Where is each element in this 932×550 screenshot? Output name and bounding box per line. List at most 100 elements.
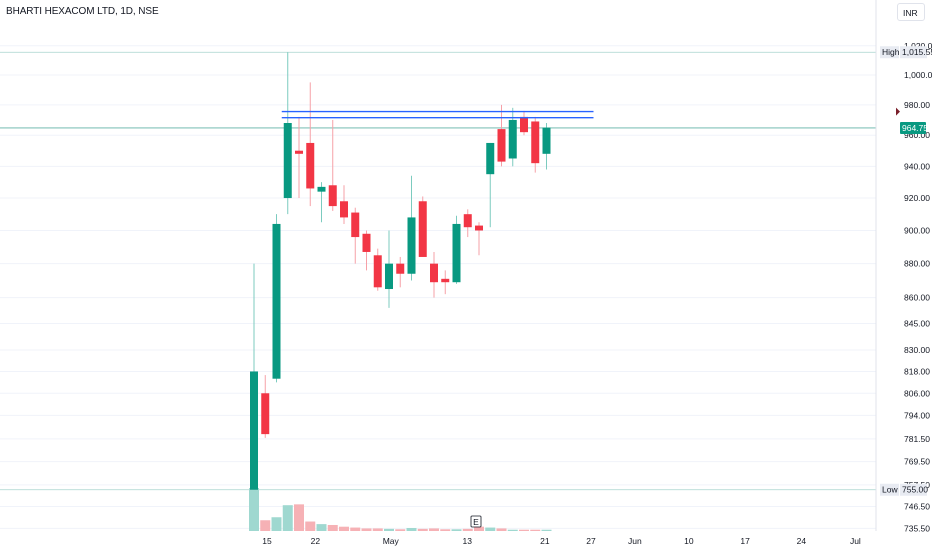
x-tick-label: 13	[463, 536, 473, 546]
candle	[418, 196, 427, 257]
last-price-bg	[900, 121, 926, 134]
volume-bar	[305, 521, 316, 531]
volume-bar	[507, 529, 518, 531]
candle-body	[542, 127, 551, 154]
candle-body	[407, 217, 416, 274]
volume-bar	[395, 529, 406, 531]
candle	[272, 214, 281, 383]
y-tick-label: 806.00	[904, 388, 930, 398]
candle	[340, 185, 348, 224]
candle-body	[452, 223, 461, 283]
candle-body	[475, 225, 483, 231]
candle	[531, 116, 540, 173]
candle-body	[340, 201, 348, 218]
volume-bar	[451, 529, 462, 531]
candle-body	[497, 129, 506, 162]
candle-body	[486, 142, 495, 175]
y-tick-label: 794.00	[904, 410, 930, 420]
y-tick-label: 860.00	[904, 293, 930, 303]
earnings-marker: E	[470, 515, 482, 528]
price-label-tag: Low	[882, 485, 898, 495]
symbol-title: BHARTI HEXACOM LTD, 1D, NSE	[6, 6, 159, 17]
volume-bar	[519, 529, 529, 531]
candle-body	[441, 278, 450, 283]
candle-body	[261, 393, 270, 435]
y-tick-label: 1,020.00	[904, 41, 932, 51]
x-tick-label: 21	[540, 536, 550, 546]
candle	[407, 175, 416, 281]
candle	[463, 209, 472, 238]
candle-body	[362, 233, 371, 252]
price-label-bg	[900, 483, 927, 496]
volume-bar	[541, 529, 552, 531]
volume-bar	[384, 528, 394, 531]
y-tick-label: 818.00	[904, 366, 930, 376]
candle-body	[508, 119, 517, 159]
y-tick-label: 845.00	[904, 319, 930, 329]
y-tick-label: 940.00	[904, 161, 930, 171]
y-tick-label: 769.50	[904, 457, 930, 467]
volume-bar	[417, 528, 428, 531]
price-label: High 1,015.55	[880, 46, 932, 59]
y-tick-label: 746.50	[904, 501, 930, 511]
candle	[430, 251, 438, 298]
candle-body	[373, 255, 382, 288]
candle-body	[463, 214, 472, 228]
volume-bar	[530, 529, 541, 531]
candle	[497, 104, 506, 167]
candle-body	[295, 150, 303, 154]
volume-bar	[260, 520, 271, 531]
candle-body	[385, 263, 393, 290]
y-tick-label: 900.00	[904, 225, 930, 235]
candle-body	[328, 185, 337, 207]
candle-body	[317, 186, 326, 192]
candle-body	[520, 116, 528, 133]
candlesticks	[250, 52, 551, 490]
volume-bar	[327, 524, 338, 531]
x-tick-label: May	[383, 536, 400, 546]
volume-bar	[316, 524, 327, 531]
time-axis: 15 22 May 13 21 27 Jun 10 17 24 Jul	[262, 536, 861, 546]
price-axis: 1,020.00 1,000.00 980.00 960.00 940.00 920.00…	[875, 0, 932, 533]
candle-body	[283, 122, 292, 199]
candle-body	[250, 371, 258, 490]
candle	[317, 182, 326, 223]
candle-body	[306, 142, 315, 189]
candle	[486, 142, 495, 228]
y-tick-label: 1,000.00	[904, 70, 932, 80]
volume-bar	[361, 528, 372, 531]
currency-button[interactable]: INR	[897, 3, 925, 21]
y-tick-label: 781.50	[904, 434, 930, 444]
earnings-marker-box	[470, 515, 482, 528]
volume-bar	[339, 526, 349, 531]
price-label: Low 755.00	[880, 483, 928, 496]
candle	[441, 270, 450, 295]
volume-bar	[485, 527, 496, 531]
volume-bar	[462, 528, 473, 531]
volume-bar	[474, 526, 484, 531]
volume-bar	[429, 528, 439, 531]
trendlines	[281, 110, 594, 119]
y-tick-label: 960.00	[904, 130, 930, 140]
volume-bar	[249, 488, 259, 531]
y-tick-label: 980.00	[904, 100, 930, 110]
candle	[250, 263, 258, 490]
x-tick-label: 10	[684, 536, 694, 546]
price-label: 964.75	[896, 107, 928, 134]
candle	[396, 256, 405, 288]
candle	[362, 230, 371, 271]
x-tick-label: 27	[586, 536, 596, 546]
volume-bar	[372, 528, 383, 531]
volume-bar	[406, 527, 417, 531]
candle	[520, 110, 528, 136]
candle	[283, 52, 292, 215]
price-label-bg	[900, 46, 927, 59]
candle	[261, 375, 270, 438]
candle	[452, 215, 461, 284]
candle	[373, 248, 382, 291]
price-labels: High 1,015.55 964.75 Low 755.00	[880, 46, 932, 496]
x-tick-label: 22	[311, 536, 321, 546]
candle-body	[351, 212, 360, 238]
y-tick-label: 880.00	[904, 259, 930, 269]
